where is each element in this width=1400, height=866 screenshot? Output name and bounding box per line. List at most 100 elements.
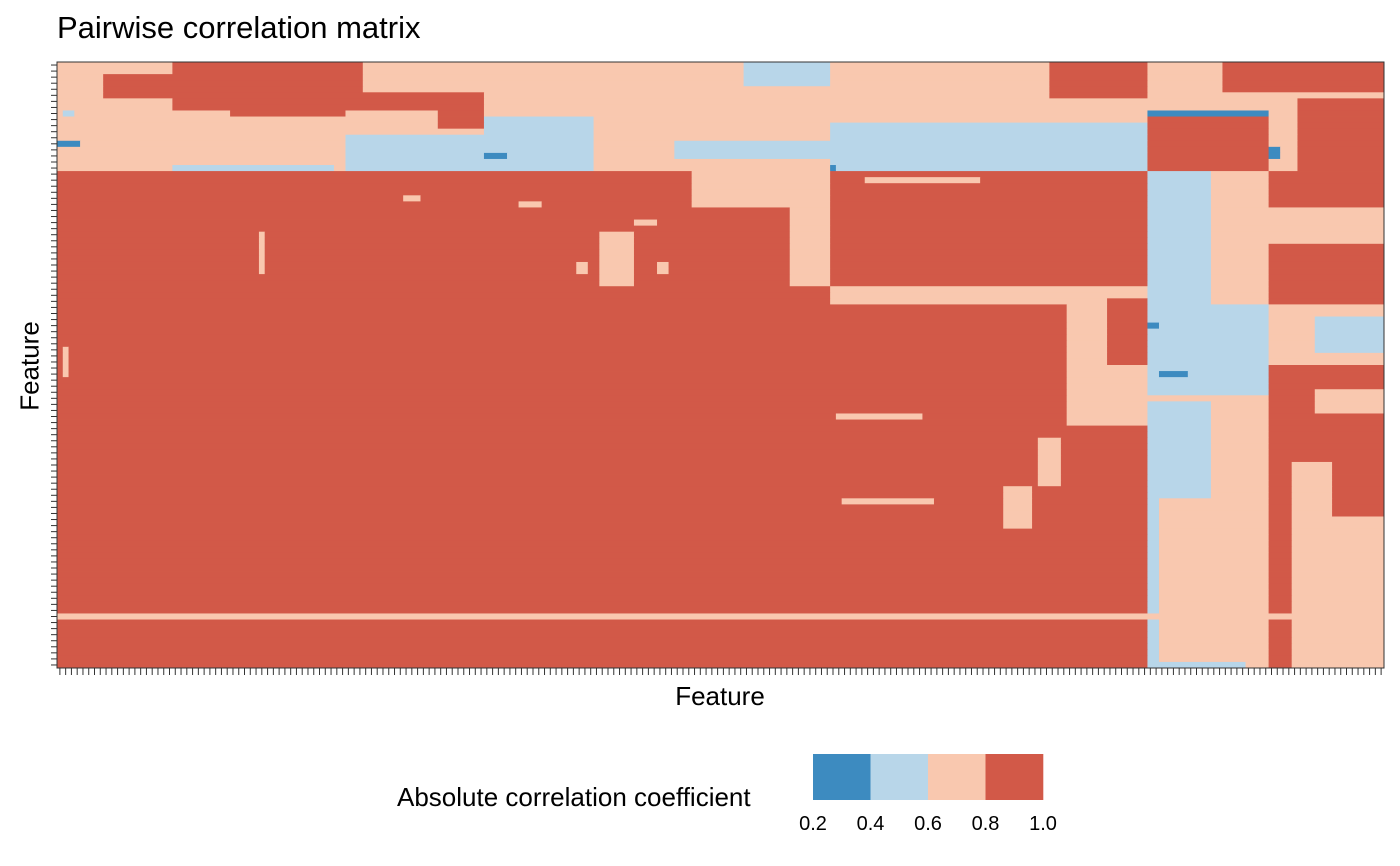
heatmap-cell xyxy=(264,249,600,257)
heatmap-cell xyxy=(1291,595,1385,602)
heatmap-cell xyxy=(57,316,1068,323)
heatmap-cell xyxy=(345,152,485,160)
heatmap-cell xyxy=(789,255,831,263)
heatmap-cell xyxy=(1210,474,1270,481)
heatmap-cell xyxy=(1210,261,1270,269)
heatmap-cell xyxy=(1060,461,1148,469)
heatmap-cell xyxy=(691,195,831,202)
heatmap-cell xyxy=(437,122,485,130)
heatmap-cell xyxy=(57,340,1068,348)
heatmap-cell xyxy=(1147,128,1270,136)
heatmap-cell xyxy=(172,98,485,105)
heatmap-cell xyxy=(1268,128,1298,136)
heatmap-cell xyxy=(1003,522,1033,530)
heatmap-cell xyxy=(1066,419,1148,426)
heatmap-cell xyxy=(57,546,1148,554)
heatmap-cell xyxy=(1268,298,1385,305)
heatmap-cell xyxy=(1291,546,1385,554)
heatmap-cell xyxy=(1107,328,1148,336)
heatmap-cell xyxy=(57,589,1148,596)
heatmap-cell xyxy=(593,128,831,136)
legend-tick-label: 0.6 xyxy=(914,813,942,835)
heatmap-cell xyxy=(691,183,831,190)
heatmap-cell xyxy=(1268,625,1293,633)
heatmap-cell xyxy=(599,243,635,251)
heatmap-cell xyxy=(1210,425,1270,433)
heatmap-cell xyxy=(789,225,831,233)
heatmap-cell xyxy=(57,480,1039,487)
heatmap-cell xyxy=(362,62,744,69)
heatmap-cell xyxy=(1268,352,1385,360)
heatmap-cell xyxy=(1291,540,1385,548)
heatmap-cell xyxy=(830,213,1148,220)
heatmap-cell xyxy=(57,280,600,287)
heatmap-cell xyxy=(57,449,1039,457)
heatmap-cell xyxy=(258,243,266,251)
heatmap-cell xyxy=(57,346,64,354)
heatmap-cell xyxy=(1291,643,1385,651)
heatmap-cell xyxy=(830,80,1050,87)
heatmap-cell xyxy=(1332,468,1385,475)
heatmap-cell xyxy=(1210,213,1385,220)
heatmap-cell xyxy=(599,249,635,257)
heatmap-cell xyxy=(1066,383,1148,390)
heatmap-cell xyxy=(1210,274,1270,281)
heatmap-cell xyxy=(1268,522,1293,530)
heatmap-cell xyxy=(830,286,1148,293)
heatmap-cell xyxy=(1158,498,1270,505)
heatmap-cell xyxy=(172,68,364,75)
heatmap-cell xyxy=(1032,492,1148,499)
heatmap-cell xyxy=(57,413,837,420)
heatmap-cell xyxy=(1147,122,1270,130)
heatmap-cell xyxy=(57,116,439,123)
heatmap-cell xyxy=(57,274,600,281)
heatmap-cell xyxy=(830,128,1148,136)
heatmap-cell xyxy=(362,86,1050,93)
heatmap-cell xyxy=(1158,534,1270,542)
heatmap-cell xyxy=(1147,468,1212,475)
heatmap-cell xyxy=(1268,558,1293,566)
heatmap-cell xyxy=(1332,486,1385,493)
heatmap-cell xyxy=(483,128,594,136)
heatmap-cell xyxy=(1314,328,1385,336)
heatmap-cell xyxy=(57,371,64,378)
heatmap-cell xyxy=(789,280,831,287)
heatmap-cell xyxy=(830,134,1148,142)
heatmap-cell xyxy=(830,195,1148,202)
heatmap-cell xyxy=(1060,437,1148,445)
heatmap-cell xyxy=(57,661,1148,669)
heatmap-cell xyxy=(830,298,1108,305)
heatmap-cell xyxy=(57,486,1004,493)
heatmap-cell xyxy=(1147,401,1212,408)
heatmap-cell xyxy=(1060,480,1148,487)
heatmap-cell xyxy=(1268,425,1385,433)
heatmap-cell xyxy=(1268,292,1385,299)
heatmap-cell xyxy=(1268,528,1293,536)
heatmap-cell xyxy=(1147,595,1160,602)
heatmap-cell xyxy=(830,165,837,172)
heatmap-cell xyxy=(743,74,831,81)
heatmap-cell xyxy=(1332,504,1385,511)
heatmap-cell xyxy=(599,231,635,239)
heatmap-cell xyxy=(1268,165,1298,172)
heatmap-cell xyxy=(1147,358,1270,366)
heatmap-cell xyxy=(1268,437,1385,445)
heatmap-cell xyxy=(57,171,693,178)
heatmap-cell xyxy=(57,86,104,93)
heatmap-cell xyxy=(1147,371,1160,378)
heatmap-cell xyxy=(668,268,791,275)
heatmap-cell xyxy=(57,62,173,69)
heatmap-cell xyxy=(593,152,675,160)
heatmap-cell xyxy=(1268,486,1293,493)
heatmap-cell xyxy=(593,116,1148,123)
heatmap-cell xyxy=(1066,407,1148,414)
heatmap-cell xyxy=(483,110,1148,117)
heatmap-cell xyxy=(1268,371,1385,378)
heatmap-cell xyxy=(57,183,693,190)
heatmap-cell xyxy=(1158,571,1270,578)
heatmap-cell xyxy=(691,177,831,184)
heatmap-cell xyxy=(1291,528,1385,536)
heatmap-cell xyxy=(1060,455,1148,463)
heatmap-cell xyxy=(1268,455,1385,463)
